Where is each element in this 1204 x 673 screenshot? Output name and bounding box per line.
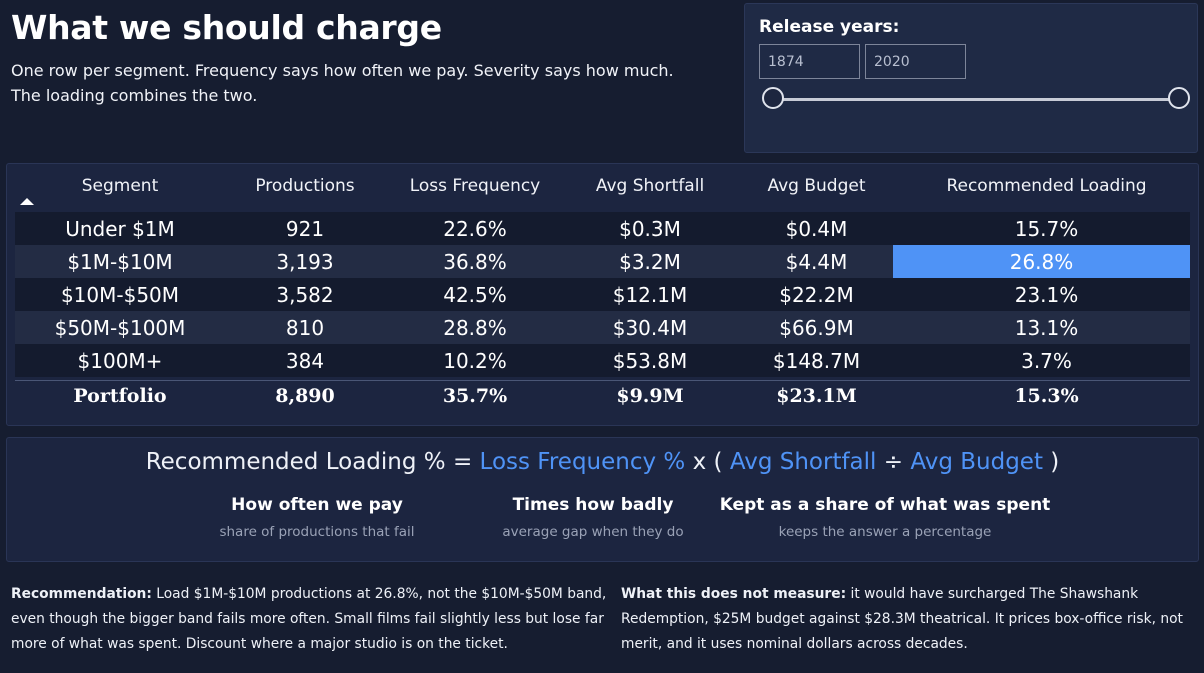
table-header: Segment Productions Loss Frequency Avg S… xyxy=(15,170,1190,213)
loss-frequency-cell: 22.6% xyxy=(443,217,507,241)
avg-budget-cell: $148.7M xyxy=(772,349,861,373)
avg-shortfall-cell: $3.2M xyxy=(619,250,681,274)
total-avg-shortfall-cell: $9.9M xyxy=(616,385,684,407)
avg-shortfall-cell: $53.8M xyxy=(612,349,688,373)
productions-cell: 810 xyxy=(285,316,325,340)
limitations-label: What this does not measure: xyxy=(621,586,847,602)
loading-table: Segment Productions Loss Frequency Avg S… xyxy=(6,163,1199,426)
table-row[interactable]: $100M+ 384 10.2% $53.8M $148.7M 3.7% xyxy=(15,344,1190,377)
formula-equals: = xyxy=(452,449,473,475)
formula-term-avg-shortfall: Avg Shortfall xyxy=(729,449,877,475)
avg-budget-cell: $4.4M xyxy=(785,250,848,274)
limitations-text: it would have surcharged The Shawshank R… xyxy=(621,586,1183,652)
table-row[interactable]: $50M-$100M 810 28.8% $30.4M $66.9M 13.1% xyxy=(15,311,1190,344)
total-productions-cell: 8,890 xyxy=(275,385,335,407)
segment-cell: Under $1M xyxy=(65,217,175,241)
release-years-slicer: Release years: 1874 2020 xyxy=(744,3,1198,153)
subtitle-line-1: One row per segment. Frequency says how … xyxy=(11,61,674,80)
page-title: What we should charge xyxy=(11,8,442,47)
formula-term-avg-budget: Avg Budget xyxy=(910,449,1043,475)
total-loss-frequency-cell: 35.7% xyxy=(442,385,508,407)
formula-divide: ÷ xyxy=(883,449,904,475)
column-header-avg-budget[interactable]: Avg Budget xyxy=(767,176,866,196)
column-header-loss-frequency[interactable]: Loss Frequency xyxy=(409,176,541,196)
subtitle-line-2: The loading combines the two. xyxy=(11,86,258,105)
avg-shortfall-cell: $0.3M xyxy=(619,217,681,241)
productions-cell: 384 xyxy=(285,349,325,373)
range-slider-min-handle[interactable] xyxy=(762,87,784,109)
loss-frequency-cell: 28.8% xyxy=(443,316,507,340)
total-segment-cell: Portfolio xyxy=(73,385,167,407)
segment-cell: $100M+ xyxy=(77,349,163,373)
table-row[interactable]: $1M-$10M 3,193 36.8% $3.2M $4.4M 26.8% xyxy=(15,245,1190,278)
segment-cell: $1M-$10M xyxy=(67,250,173,274)
formula-part-caption: average gap when they do xyxy=(502,524,684,540)
portfolio-total-row: Portfolio 8,890 35.7% $9.9M $23.1M 15.3% xyxy=(15,380,1190,411)
formula-open-paren: ( xyxy=(713,449,723,475)
formula-lhs: Recommended Loading % xyxy=(145,449,446,475)
avg-shortfall-cell: $30.4M xyxy=(612,316,688,340)
total-avg-budget-cell: $23.1M xyxy=(776,385,857,407)
avg-budget-cell: $22.2M xyxy=(779,283,854,307)
segment-cell: $10M-$50M xyxy=(60,283,180,307)
formula-part-caption: share of productions that fail xyxy=(219,524,415,540)
sort-ascending-icon[interactable] xyxy=(20,198,34,205)
recommendation-label: Recommendation: xyxy=(11,586,152,602)
avg-budget-cell: $66.9M xyxy=(779,316,854,340)
table-row[interactable]: Under $1M 921 22.6% $0.3M $0.4M 15.7% xyxy=(15,212,1190,245)
recommended-loading-cell: 23.1% xyxy=(1014,283,1079,307)
formula-part-heading: How often we pay xyxy=(231,495,403,515)
formula-panel: Recommended Loading % = Loss Frequency %… xyxy=(6,437,1199,562)
recommended-loading-cell: 3.7% xyxy=(1021,349,1072,373)
recommended-loading-cell: 13.1% xyxy=(1014,316,1079,340)
formula-part-caption: keeps the answer a percentage xyxy=(778,524,992,540)
avg-shortfall-cell: $12.1M xyxy=(612,283,688,307)
loss-frequency-cell: 36.8% xyxy=(443,250,507,274)
formula-part-share: Kept as a share of what was spent keeps … xyxy=(714,495,1056,540)
recommended-loading-cell-highlighted: 26.8% xyxy=(893,245,1190,278)
formula-term-loss-frequency: Loss Frequency % xyxy=(479,449,686,475)
loading-formula: Recommended Loading % = Loss Frequency %… xyxy=(7,449,1198,475)
formula-part-heading: Times how badly xyxy=(512,495,674,515)
formula-part-severity: Times how badly average gap when they do xyxy=(473,495,713,540)
column-header-recommended-loading[interactable]: Recommended Loading xyxy=(946,176,1147,196)
column-header-productions[interactable]: Productions xyxy=(255,176,355,196)
productions-cell: 921 xyxy=(285,217,325,241)
page-subtitle: One row per segment. Frequency says how … xyxy=(11,58,731,108)
segment-cell: $50M-$100M xyxy=(54,316,186,340)
range-slider-track[interactable] xyxy=(773,98,1179,101)
loss-frequency-cell: 10.2% xyxy=(443,349,507,373)
limitations-note: What this does not measure: it would hav… xyxy=(621,582,1199,657)
formula-part-frequency: How often we pay share of productions th… xyxy=(192,495,442,540)
recommended-loading-cell: 15.7% xyxy=(1014,217,1079,241)
slicer-title: Release years: xyxy=(759,17,900,37)
formula-times: x xyxy=(692,449,707,475)
productions-cell: 3,193 xyxy=(276,250,334,274)
total-recommended-loading-cell: 15.3% xyxy=(1014,385,1079,407)
column-header-avg-shortfall[interactable]: Avg Shortfall xyxy=(595,176,705,196)
loss-frequency-cell: 42.5% xyxy=(443,283,507,307)
min-year-input[interactable]: 1874 xyxy=(759,44,860,79)
range-slider-max-handle[interactable] xyxy=(1168,87,1190,109)
table-row[interactable]: $10M-$50M 3,582 42.5% $12.1M $22.2M 23.1… xyxy=(15,278,1190,311)
max-year-input[interactable]: 2020 xyxy=(865,44,966,79)
recommendation-text: Load $1M-$10M productions at 26.8%, not … xyxy=(11,586,607,652)
productions-cell: 3,582 xyxy=(276,283,334,307)
avg-budget-cell: $0.4M xyxy=(785,217,848,241)
formula-part-heading: Kept as a share of what was spent xyxy=(719,495,1051,515)
recommendation-note: Recommendation: Load $1M-$10M production… xyxy=(11,582,611,657)
column-header-segment[interactable]: Segment xyxy=(81,176,159,196)
formula-close-paren: ) xyxy=(1050,449,1060,475)
